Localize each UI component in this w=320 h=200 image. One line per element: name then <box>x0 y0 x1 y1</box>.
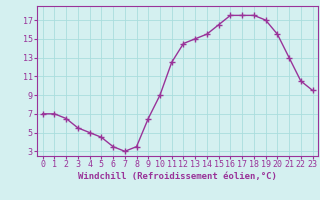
X-axis label: Windchill (Refroidissement éolien,°C): Windchill (Refroidissement éolien,°C) <box>78 172 277 181</box>
